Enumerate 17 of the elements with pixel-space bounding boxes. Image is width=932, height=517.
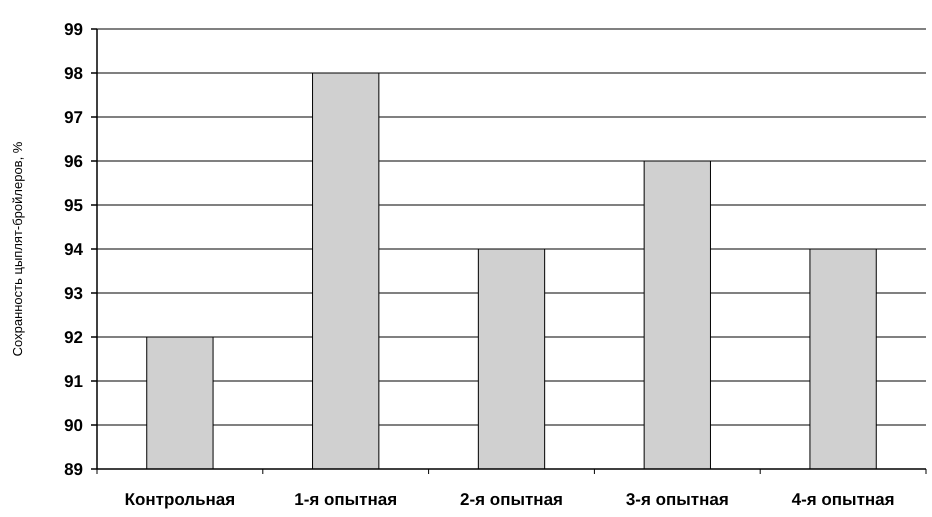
y-tick-label: 92 [64,328,83,347]
x-tick-label: 4-я опытная [792,490,895,509]
y-tick-label: 89 [64,460,83,479]
y-tick-label: 98 [64,64,83,83]
y-tick-label: 96 [64,152,83,171]
x-tick-label: 3-я опытная [626,490,729,509]
y-axis-title: Сохранность цыплят-бройлеров, % [10,141,25,356]
x-tick-label: 2-я опытная [460,490,563,509]
x-tick-label: Контрольная [124,490,236,509]
y-tick-label: 93 [64,284,83,303]
y-tick-label: 95 [64,196,83,215]
y-tick-label: 94 [64,240,84,259]
y-tick-label: 99 [64,20,83,39]
x-tick-label: 1-я опытная [294,490,398,509]
y-tick-label: 90 [64,416,83,435]
y-tick-label: 97 [64,108,83,127]
y-tick-label: 91 [64,372,83,391]
